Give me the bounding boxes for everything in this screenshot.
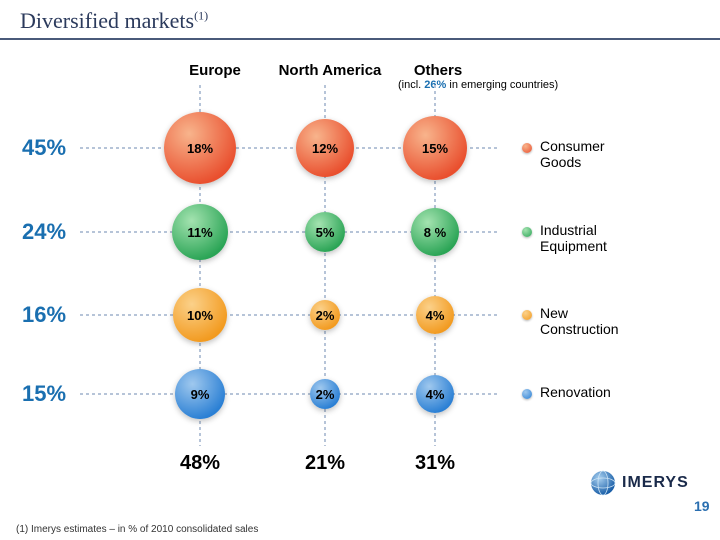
title-sup: (1) [194,9,208,23]
bubble-0-1: 12% [296,119,354,177]
bubble-1-2: 8 % [411,208,459,256]
col-total-0: 48% [170,452,230,475]
col-head-1: North America [265,62,395,79]
bubble-1-1: 5% [305,212,345,252]
footnote: (1) Imerys estimates – in % of 2010 cons… [16,524,258,535]
bubble-0-0: 18% [164,112,236,184]
bubble-3-1: 2% [310,379,340,409]
legend-dot-3 [522,389,532,399]
legend-1: IndustrialEquipment [540,222,607,254]
legend-dot-0 [522,143,532,153]
col-head-0: Europe [175,62,255,79]
row-label-2: 16% [22,302,66,328]
logo-text: IMERYS [622,474,689,492]
logo: IMERYS [590,470,689,496]
bubble-0-2: 15% [403,116,467,180]
row-label-3: 15% [22,381,66,407]
legend-2: NewConstruction [540,305,619,337]
globe-icon [590,470,616,496]
col-head-2: Others [398,62,478,79]
title-text: Diversified markets [20,8,194,33]
row-label-0: 45% [22,135,66,161]
page-title: Diversified markets(1) [20,8,208,34]
legend-dot-2 [522,310,532,320]
row-label-1: 24% [22,219,66,245]
bubble-2-2: 4% [416,296,454,334]
bubble-2-1: 2% [310,300,340,330]
bubble-3-0: 9% [175,369,225,419]
title-rule [0,38,720,40]
col-total-1: 21% [295,452,355,475]
legend-0: ConsumerGoods [540,138,605,170]
bubble-1-0: 11% [172,204,228,260]
legend-dot-1 [522,227,532,237]
others-subhead: (incl. 26% in emerging countries) [398,79,558,91]
page-number: 19 [694,498,710,514]
col-total-2: 31% [405,452,465,475]
bubble-2-0: 10% [173,288,227,342]
bubble-3-2: 4% [416,375,454,413]
legend-3: Renovation [540,384,611,400]
